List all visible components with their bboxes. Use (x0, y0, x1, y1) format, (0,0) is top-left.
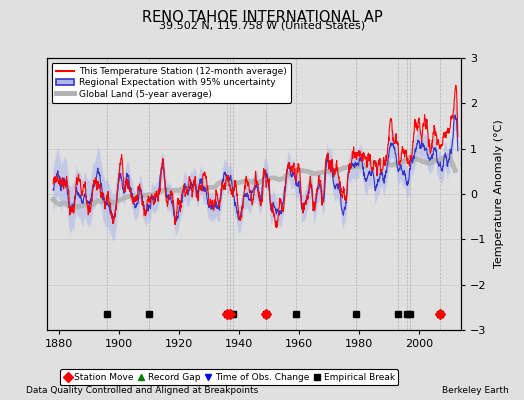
Text: Berkeley Earth: Berkeley Earth (442, 386, 508, 395)
Text: RENO TAHOE INTERNATIONAL AP: RENO TAHOE INTERNATIONAL AP (141, 10, 383, 25)
Text: 39.502 N, 119.758 W (United States): 39.502 N, 119.758 W (United States) (159, 21, 365, 31)
Y-axis label: Temperature Anomaly (°C): Temperature Anomaly (°C) (494, 120, 504, 268)
Text: Data Quality Controlled and Aligned at Breakpoints: Data Quality Controlled and Aligned at B… (26, 386, 258, 395)
Legend: Station Move, Record Gap, Time of Obs. Change, Empirical Break: Station Move, Record Gap, Time of Obs. C… (60, 369, 398, 385)
